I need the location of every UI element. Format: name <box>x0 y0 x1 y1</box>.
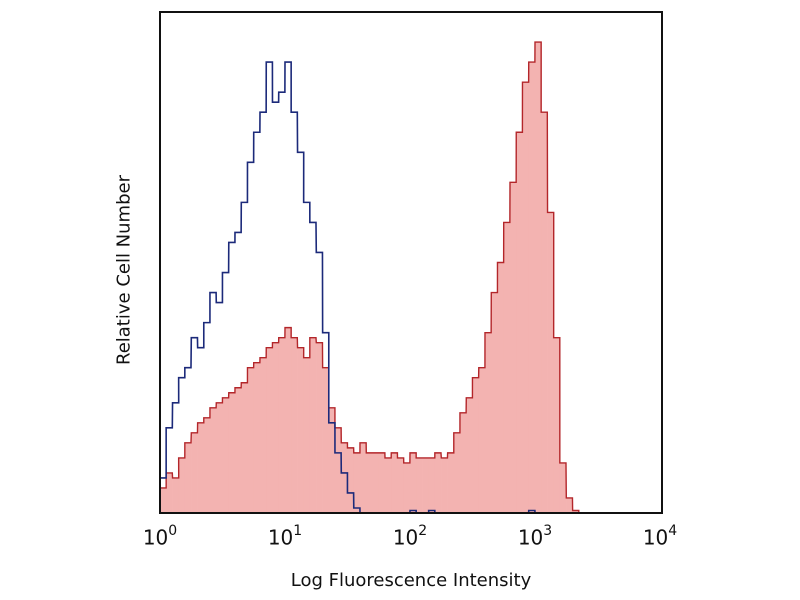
filled-histogram-bin <box>522 82 530 513</box>
filled-histogram-bin <box>228 392 236 513</box>
filled-histogram-bin <box>285 327 292 513</box>
filled-histogram-bin <box>428 457 436 513</box>
filled-histogram-bin <box>385 457 392 513</box>
filled-histogram-bin <box>397 457 405 513</box>
filled-histogram-bin <box>553 337 561 513</box>
filled-histogram-bin <box>309 337 317 513</box>
filled-histogram-bin <box>184 442 192 513</box>
filled-histogram-bin <box>203 417 211 513</box>
filled-histogram-bin <box>334 427 342 513</box>
filled-histogram-bin <box>222 397 230 513</box>
filled-histogram-bin <box>528 62 536 513</box>
filled-histogram-bin <box>297 347 305 513</box>
filled-histogram-bin <box>234 387 242 513</box>
filled-histogram-bin <box>272 342 280 513</box>
tick-base: 10 <box>392 525 419 550</box>
filled-histogram-bin <box>535 42 542 514</box>
filled-histogram-bin <box>253 362 261 513</box>
filled-histogram-bin <box>566 497 573 513</box>
x-tick-label: 100 <box>142 523 178 550</box>
x-tick-label: 103 <box>517 523 553 550</box>
filled-histogram-bin <box>434 452 442 513</box>
filled-histogram-bin <box>441 457 448 513</box>
filled-histogram-bin <box>516 132 523 514</box>
filled-histogram-bin <box>197 422 205 513</box>
filled-histogram-bin <box>347 447 355 513</box>
filled-histogram-bin <box>459 412 467 513</box>
filled-histogram-bin <box>260 357 267 513</box>
y-axis-label: Relative Cell Number <box>113 175 135 365</box>
filled-histogram-bin <box>372 452 380 513</box>
filled-histogram-bin <box>403 462 411 513</box>
filled-histogram-bin <box>172 477 180 513</box>
filled-histogram-bin <box>416 457 423 513</box>
filled-histogram-bin <box>353 452 361 513</box>
filled-histogram-bin <box>559 462 567 513</box>
x-tick-label: 104 <box>642 523 678 550</box>
filled-histogram-bin <box>316 342 323 513</box>
filled-histogram-bin <box>359 442 367 513</box>
tick-exponent: 2 <box>418 523 428 539</box>
filled-histogram-bin <box>328 407 336 513</box>
filled-histogram-bin <box>541 112 548 513</box>
filled-histogram-bin <box>478 367 486 513</box>
filled-histogram-bin <box>410 452 417 513</box>
filled-histogram-bin <box>303 357 311 513</box>
filled-series-bins <box>160 42 580 514</box>
x-axis-label: Log Fluorescence Intensity <box>290 570 532 591</box>
tick-base: 10 <box>517 525 544 550</box>
filled-histogram-bin <box>247 367 255 513</box>
filled-histogram-bin <box>241 382 248 513</box>
filled-histogram-bin <box>209 407 217 513</box>
filled-histogram-bin <box>191 432 198 513</box>
filled-histogram-bin <box>472 377 480 513</box>
filled-histogram-bin <box>216 402 223 513</box>
filled-histogram-bin <box>278 337 286 513</box>
filled-histogram-bin <box>510 182 517 513</box>
filled-histogram-bin <box>484 332 492 513</box>
tick-base: 10 <box>642 525 669 550</box>
x-tick-label: 102 <box>392 523 428 550</box>
filled-histogram-bin <box>341 442 348 513</box>
plot-frame <box>159 11 663 514</box>
filled-histogram-bin <box>422 457 430 513</box>
tick-base: 10 <box>267 525 294 550</box>
filled-histogram-bin <box>453 432 461 513</box>
filled-histogram-bin <box>503 222 511 514</box>
filled-histogram-bin <box>160 487 167 513</box>
tick-exponent: 1 <box>293 523 303 539</box>
filled-histogram-bin <box>447 452 455 513</box>
filled-histogram-bin <box>166 472 173 513</box>
filled-histogram-bin <box>378 452 386 513</box>
filled-histogram-bin <box>391 452 398 513</box>
tick-base: 10 <box>142 525 169 550</box>
filled-histogram-bin <box>266 347 273 513</box>
filled-histogram-bin <box>322 367 330 513</box>
filled-histogram-bin <box>572 510 580 513</box>
filled-histogram-bin <box>497 262 505 513</box>
filled-histogram-bin <box>178 457 186 513</box>
filled-histogram-bin <box>366 452 373 513</box>
tick-exponent: 3 <box>543 523 553 539</box>
tick-exponent: 4 <box>668 523 678 539</box>
filled-histogram-bin <box>466 397 473 513</box>
filled-histogram-bin <box>491 292 498 513</box>
filled-histogram-bin <box>291 337 298 513</box>
filled-histogram-bin <box>547 212 555 513</box>
tick-exponent: 0 <box>168 523 178 539</box>
filled-series-outline <box>159 41 660 514</box>
x-tick-label: 101 <box>267 523 303 550</box>
